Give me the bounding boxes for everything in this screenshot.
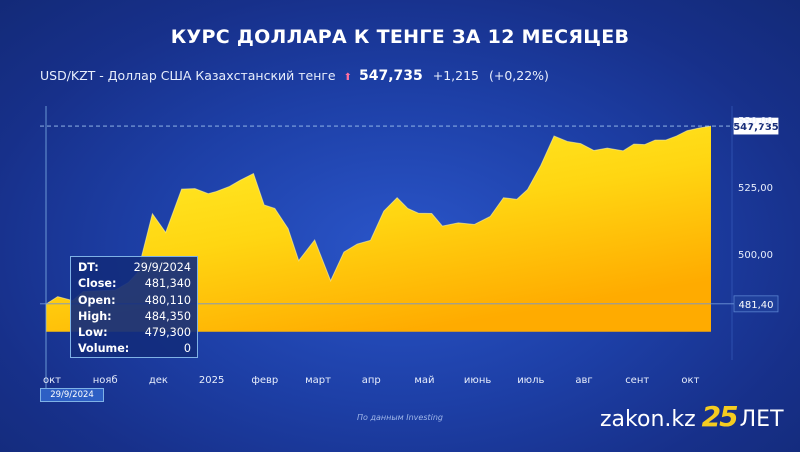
currency-pair-label: USD/KZT - Доллар США Казахстанский тенге	[40, 68, 336, 83]
ohlc-tooltip: DT: 29/9/2024 Close: 481,340 Open: 480,110 …	[70, 256, 198, 358]
x-tick-label: сент	[625, 375, 649, 386]
x-tick-label: окт	[681, 375, 699, 386]
x-tick-label: март	[305, 375, 331, 386]
series-line	[45, 125, 712, 305]
x-tick-label: дек	[149, 375, 168, 386]
price-marker-box	[733, 295, 779, 313]
x-tick-label: апр	[362, 375, 381, 386]
y-tick-label: 550,00	[738, 116, 773, 127]
series-area	[46, 126, 711, 332]
tooltip-row-open: Open: 480,110	[78, 293, 191, 307]
price-change-percent: (+0,22%)	[488, 68, 549, 83]
x-tick-label: авг	[575, 375, 592, 386]
brand-logo: zakon.kz 25 ЛЕТ	[600, 400, 784, 433]
x-tick-label: окт	[43, 375, 61, 386]
chart-title: КУРС ДОЛЛАРА К ТЕНГЕ ЗА 12 МЕСЯЦЕВ	[170, 26, 630, 48]
tooltip-row-date: DT: 29/9/2024	[78, 261, 191, 274]
x-tick-label: февр	[251, 375, 278, 386]
price-change: +1,215	[432, 68, 479, 83]
tooltip-row-high: High: 484,350	[78, 309, 191, 323]
x-tick-label: июнь	[464, 375, 491, 386]
tooltip-row-close: Close: 481,340	[78, 277, 191, 291]
x-tick-label: нояб	[93, 375, 118, 386]
x-tick-label: июль	[517, 375, 544, 386]
x-tick-label: 2025	[199, 375, 224, 386]
brand-name: zakon.kz	[600, 407, 696, 432]
y-tick-label: 500,00	[738, 250, 773, 261]
brand-anniversary-suffix: ЛЕТ	[739, 407, 784, 432]
current-price: 547,735	[358, 68, 423, 84]
price-marker-label: 547,735	[733, 122, 779, 133]
y-tick-label: 525,00	[738, 183, 773, 194]
tooltip-row-volume: Volume: 0	[78, 342, 191, 356]
up-arrow-icon: ⬆	[343, 72, 352, 83]
price-marker-box	[733, 117, 779, 135]
tooltip-row-low: Low: 479,300	[78, 326, 191, 340]
quote-line: USD/KZT - Доллар США Казахстанский тенге…	[40, 68, 549, 84]
crosshair-date-label: 29/9/2024	[40, 388, 104, 402]
brand-anniversary-number: 25	[701, 400, 739, 433]
source-note: По данным Investing	[356, 413, 443, 422]
x-tick-label: май	[414, 375, 434, 386]
price-marker-label: 481,40	[739, 300, 774, 311]
